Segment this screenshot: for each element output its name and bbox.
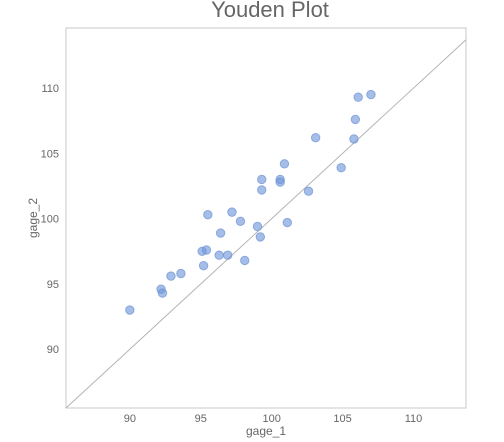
data-point-27 — [349, 134, 359, 144]
data-point-30 — [366, 89, 376, 100]
x-tick-label-105: 105 — [333, 413, 351, 425]
data-point-10 — [214, 250, 224, 260]
data-point-11 — [215, 228, 226, 238]
data-point-22 — [279, 159, 290, 169]
reference-line — [65, 39, 467, 409]
data-point-9 — [203, 210, 213, 220]
data-point-5 — [176, 268, 186, 279]
data-point-16 — [252, 221, 263, 232]
data-point-29 — [353, 92, 363, 102]
data-point-18 — [257, 174, 267, 185]
y-tick-label-105: 105 — [41, 148, 59, 160]
data-point-21 — [275, 174, 285, 185]
data-point-4 — [166, 271, 176, 281]
reference-line-layer — [65, 39, 467, 409]
data-point-24 — [303, 186, 314, 196]
data-point-26 — [336, 163, 346, 173]
data-point-28 — [350, 114, 361, 125]
data-point-15 — [240, 255, 250, 266]
y-axis-ticks: 90 95 100 105 110 — [41, 83, 59, 356]
chart-title: Youden Plot — [211, 0, 329, 22]
data-points-layer — [125, 89, 376, 315]
data-point-1 — [125, 305, 135, 315]
data-point-3 — [157, 288, 168, 298]
x-tick-label-95: 95 — [195, 413, 207, 425]
data-point-17 — [255, 232, 266, 242]
y-tick-label-100: 100 — [41, 214, 59, 226]
data-point-23 — [282, 217, 292, 228]
x-tick-label-110: 110 — [405, 413, 423, 425]
data-point-19 — [257, 185, 267, 195]
data-point-13 — [227, 207, 237, 217]
data-point-25 — [310, 132, 321, 143]
plot-frame — [65, 27, 467, 409]
x-tick-label-90: 90 — [124, 413, 136, 425]
x-axis-label: gage_1 — [246, 424, 286, 438]
data-point-12 — [223, 250, 233, 260]
y-tick-label-90: 90 — [47, 344, 59, 356]
x-axis-ticks: 90 95 100 105 110 — [124, 413, 423, 425]
data-point-14 — [235, 216, 246, 226]
x-tick-label-100: 100 — [262, 413, 280, 425]
data-point-7 — [201, 245, 212, 255]
y-axis-label: gage_2 — [26, 198, 40, 238]
data-point-8 — [198, 260, 209, 271]
y-tick-label-95: 95 — [47, 279, 59, 291]
y-tick-label-110: 110 — [41, 83, 59, 95]
